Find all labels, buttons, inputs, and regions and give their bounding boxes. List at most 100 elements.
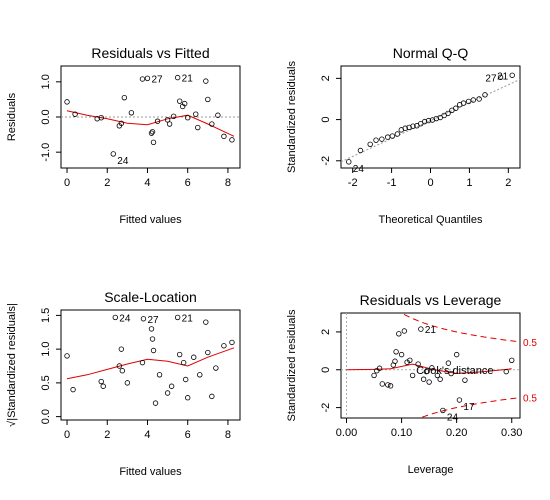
data-point (197, 372, 203, 378)
y-tick-label: 1.0 (40, 341, 52, 356)
data-point (203, 319, 209, 325)
data-point (121, 94, 128, 101)
data-point (205, 349, 211, 356)
data-point (203, 78, 209, 84)
point-label: 24 (117, 156, 129, 167)
x-tick-label: 0.20 (446, 427, 467, 439)
x-tick-label: 0 (64, 429, 70, 441)
data-point (119, 368, 126, 374)
data-point (144, 75, 151, 82)
point-label: 24 (119, 313, 131, 324)
data-point (139, 359, 146, 366)
y-tick-label: 2 (320, 75, 332, 81)
cook-level-label: 0.5 (523, 394, 537, 405)
data-point (205, 96, 211, 103)
y-axis-label: Residuals (6, 92, 18, 141)
data-point (392, 358, 398, 364)
data-point (181, 100, 188, 107)
plot-title: Residuals vs Leverage (360, 292, 502, 308)
data-point (170, 113, 177, 119)
data-point (149, 336, 156, 342)
plot-area (64, 314, 235, 406)
residuals-vs-leverage-panel: Residuals vs Leverage 0.00 0.10 0.20 0.30 -2 0… (286, 292, 537, 476)
data-point (100, 383, 106, 389)
data-point (180, 359, 187, 366)
plot-area (61, 74, 240, 157)
data-point (98, 378, 104, 385)
x-tick-label: 1 (466, 177, 472, 189)
data-point (460, 100, 467, 106)
data-point (148, 326, 155, 332)
point-label: 17 (463, 402, 475, 413)
plot-area (341, 72, 520, 165)
data-point (482, 92, 488, 98)
data-point (453, 105, 459, 111)
x-tick-label: 4 (144, 429, 150, 441)
data-point (221, 343, 227, 349)
x-tick-label: 8 (225, 177, 231, 189)
data-point (215, 112, 221, 118)
plot-title: Residuals vs Fitted (91, 45, 209, 61)
y-tick-label: 0 (320, 367, 332, 373)
data-point (195, 124, 201, 131)
data-point (229, 339, 235, 346)
y-tick-label: 2 (320, 329, 332, 335)
data-point (440, 407, 446, 414)
data-point (393, 349, 399, 355)
x-tick-label: -2 (348, 177, 358, 189)
data-point (64, 353, 70, 359)
data-point (423, 368, 430, 375)
data-point (149, 129, 156, 135)
data-point (213, 365, 219, 371)
data-point (415, 361, 421, 367)
y-tick-label: 0.5 (40, 375, 52, 390)
data-point (229, 137, 235, 143)
data-point (166, 121, 173, 127)
x-axis-label: Theoretical Quantiles (379, 214, 483, 226)
plot-frame (60, 309, 241, 421)
plot-title: Scale-Location (104, 289, 197, 305)
x-axis-label: Leverage (408, 464, 454, 476)
x-tick-label: 0 (427, 177, 433, 189)
data-point (453, 351, 460, 358)
data-point (373, 137, 379, 143)
data-point (402, 125, 408, 131)
y-tick-label: 1.5 (40, 308, 52, 323)
data-point (437, 376, 443, 382)
data-point (110, 151, 116, 157)
data-point (367, 141, 373, 148)
x-tick-label: 0.00 (336, 427, 357, 439)
data-point (118, 346, 125, 352)
data-point (176, 98, 183, 104)
data-point (357, 147, 364, 154)
data-point (465, 98, 472, 105)
data-point (346, 159, 352, 165)
data-point (445, 360, 452, 366)
data-point (433, 115, 440, 122)
data-point (387, 383, 394, 389)
y-tick-label: 0.0 (40, 409, 52, 424)
x-tick-label: 0 (64, 177, 70, 189)
data-point (152, 400, 159, 406)
point-label: 21 (182, 74, 194, 85)
y-tick-label: 1.0 (40, 74, 52, 89)
normal-qq-panel: Normal Q-Q -2 -1 0 1 2 -2 0 2 Theoretical Quantil… (286, 45, 521, 226)
data-point (139, 76, 146, 82)
plot-area (341, 313, 520, 418)
data-point (420, 376, 427, 382)
data-point (168, 383, 175, 389)
x-tick-label: 0.10 (391, 427, 412, 439)
x-tick-label: 2 (104, 177, 110, 189)
data-point (410, 123, 416, 129)
point-label: 21 (425, 325, 437, 336)
data-point (379, 381, 386, 387)
data-point (221, 133, 227, 140)
plot-title: Normal Q-Q (393, 45, 469, 61)
data-point (376, 365, 383, 371)
data-point (448, 370, 454, 377)
data-point (389, 133, 396, 139)
data-point (209, 393, 215, 400)
smoother-line (346, 363, 512, 375)
data-point (418, 326, 424, 332)
